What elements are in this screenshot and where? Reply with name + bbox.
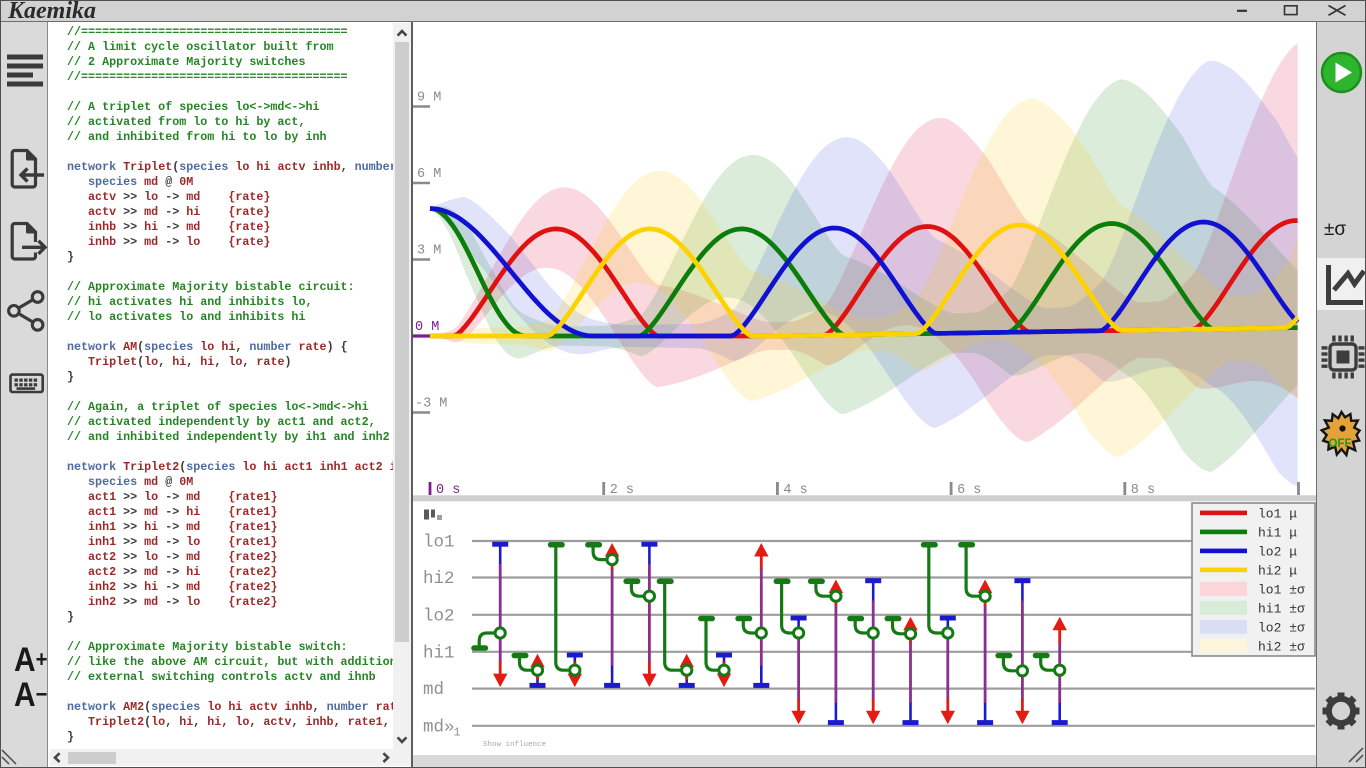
svg-text:6 M: 6 M bbox=[417, 167, 441, 182]
svg-text:2 s: 2 s bbox=[610, 483, 634, 498]
svg-text:lo2 ±σ: lo2 ±σ bbox=[1258, 620, 1305, 635]
svg-text:lo1 μ: lo1 μ bbox=[1258, 506, 1297, 521]
svg-text:lo1 ±σ: lo1 ±σ bbox=[1258, 582, 1305, 597]
svg-text:md»: md» bbox=[423, 717, 455, 737]
svg-text:9 M: 9 M bbox=[417, 91, 441, 106]
svg-text:hi1: hi1 bbox=[423, 643, 455, 663]
svg-text:8 s: 8 s bbox=[1131, 483, 1155, 498]
svg-text:lo2 μ: lo2 μ bbox=[1258, 544, 1297, 559]
svg-text:Show influence: Show influence bbox=[483, 741, 546, 749]
svg-text:4 s: 4 s bbox=[783, 483, 807, 498]
svg-text:OFF: OFF bbox=[1329, 438, 1352, 450]
svg-text:3 M: 3 M bbox=[417, 244, 441, 259]
svg-text:hi2 μ: hi2 μ bbox=[1258, 563, 1297, 578]
svg-text:lo2: lo2 bbox=[423, 606, 455, 626]
svg-text:md: md bbox=[423, 680, 444, 700]
svg-text:±σ: ±σ bbox=[1324, 219, 1346, 240]
svg-text:1: 1 bbox=[454, 726, 461, 739]
svg-text:lo1: lo1 bbox=[423, 533, 455, 553]
svg-text:hi2: hi2 bbox=[423, 569, 455, 589]
svg-text:0 s: 0 s bbox=[436, 483, 460, 498]
svg-text:hi1 μ: hi1 μ bbox=[1258, 525, 1297, 540]
svg-text:hi2 ±σ: hi2 ±σ bbox=[1258, 639, 1305, 654]
svg-text:-3 M: -3 M bbox=[415, 397, 447, 412]
svg-text:6 s: 6 s bbox=[957, 483, 981, 498]
svg-text:0 M: 0 M bbox=[415, 320, 439, 335]
svg-text:hi1 ±σ: hi1 ±σ bbox=[1258, 601, 1305, 616]
